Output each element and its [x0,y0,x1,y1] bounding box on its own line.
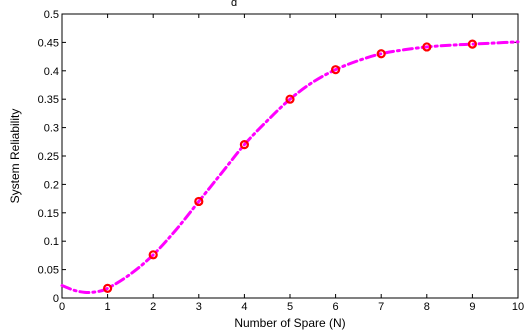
y-tick-label: 0.35 [38,94,59,106]
x-tick-label: 2 [150,301,156,313]
y-tick-label: 0.45 [38,37,59,49]
data-point-marker [239,140,249,150]
title-layer: d [231,0,237,9]
x-tick-label: 7 [378,301,384,313]
plot-area [61,13,519,299]
y-tick-label: 0 [53,293,59,305]
x-tick-label: 4 [241,301,247,313]
x-tick-label: 5 [287,301,293,313]
y-tick-label: 0.3 [44,123,59,135]
y-tick-label: 0.4 [44,66,59,78]
data-point-marker [285,94,295,104]
data-point-marker [422,42,432,52]
y-tick-label: 0.1 [44,236,59,248]
x-axis-label: Number of Spare (N) [234,316,345,330]
y-tick-label: 0.05 [38,265,59,277]
x-tick-label: 9 [469,301,475,313]
x-tick-label: 3 [196,301,202,313]
data-point-marker [376,49,386,59]
data-point-marker [148,250,158,260]
x-tick-label: 10 [512,301,524,313]
y-tick-label: 0.15 [38,208,59,220]
data-point-marker [102,283,113,293]
y-tick-label: 0.25 [38,151,59,163]
y-axis-label: System Reliability [8,109,22,204]
x-tick-label: 0 [59,301,65,313]
x-tick-label: 1 [105,301,111,313]
ticks-layer: 0 1 2 3 4 5 6 7 8 9 10 0 0.05 0.1 0.15 0.2 0.25 0.3 0.35 0.… [38,9,524,313]
data-point-marker [331,65,341,75]
x-tick-label: 6 [333,301,339,313]
data-point-marker [467,39,477,49]
y-tick-label: 0.2 [44,179,59,191]
series-layer [60,39,520,294]
x-tick-label: 8 [424,301,430,313]
labels-layer: Number of Spare (N) System Reliability [8,109,346,330]
data-point-marker [194,196,204,207]
y-tick-label: 0.5 [44,9,59,21]
chart-title: d [231,0,237,9]
